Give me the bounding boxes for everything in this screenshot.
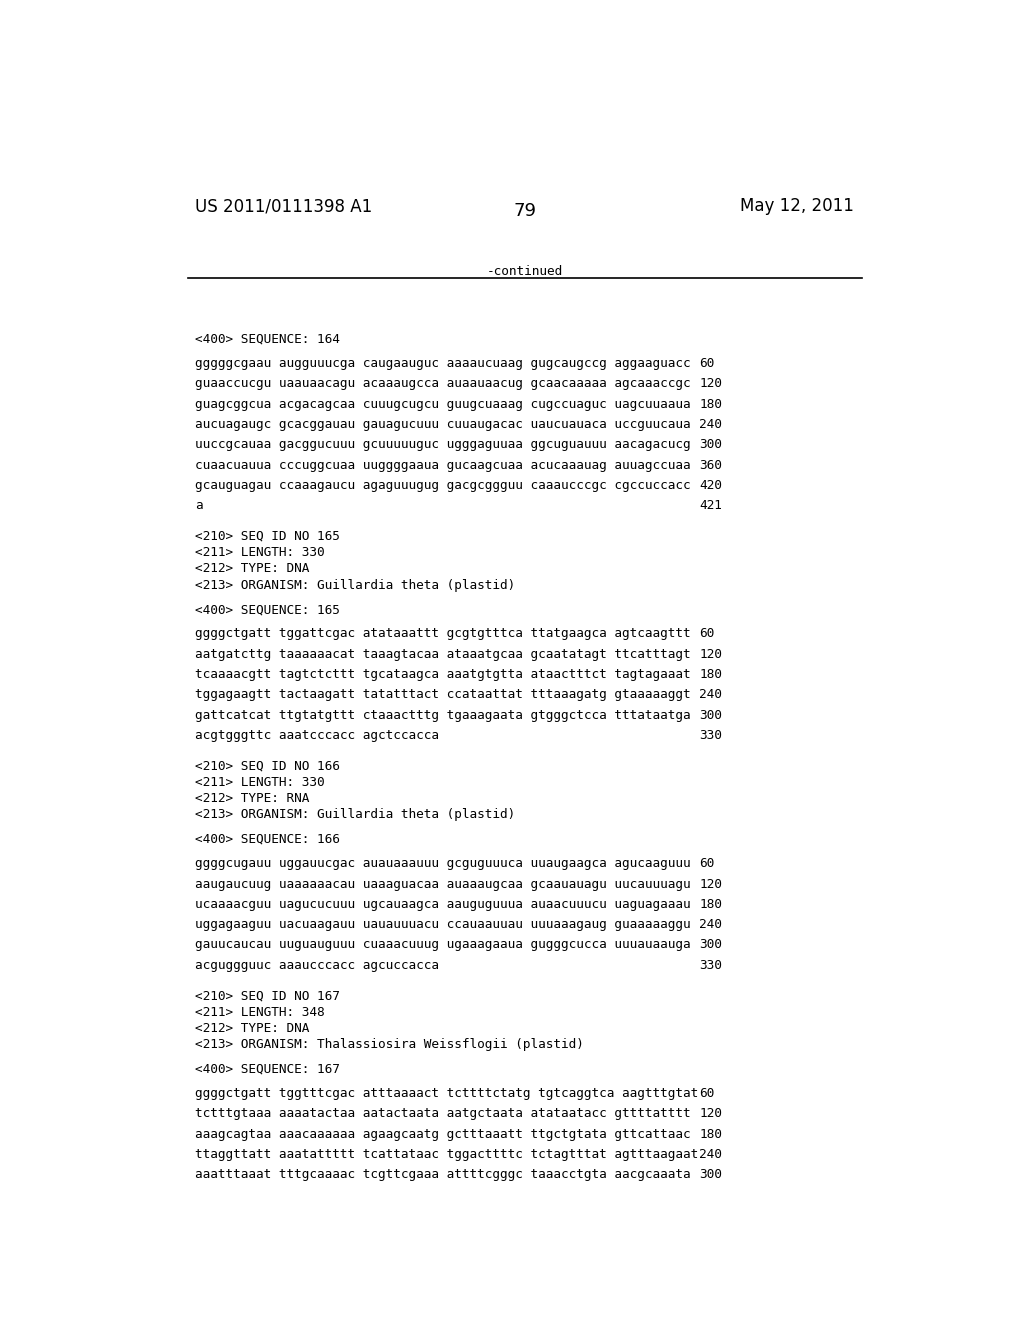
Text: 120: 120 [699, 1107, 722, 1121]
Text: 240: 240 [699, 689, 722, 701]
Text: May 12, 2011: May 12, 2011 [740, 197, 854, 215]
Text: -continued: -continued [486, 265, 563, 279]
Text: <213> ORGANISM: Guillardia theta (plastid): <213> ORGANISM: Guillardia theta (plasti… [196, 578, 516, 591]
Text: 79: 79 [513, 202, 537, 220]
Text: 120: 120 [699, 878, 722, 891]
Text: ucaaaacguu uagucucuuu ugcauaagca aauguguuua auaacuuucu uaguagaaau: ucaaaacguu uagucucuuu ugcauaagca aaugugu… [196, 898, 691, 911]
Text: 180: 180 [699, 898, 722, 911]
Text: <400> SEQUENCE: 164: <400> SEQUENCE: 164 [196, 333, 340, 346]
Text: guagcggcua acgacagcaa cuuugcugcu guugcuaaag cugccuaguc uagcuuaaua: guagcggcua acgacagcaa cuuugcugcu guugcua… [196, 397, 691, 411]
Text: <210> SEQ ID NO 166: <210> SEQ ID NO 166 [196, 759, 340, 772]
Text: ggggctgatt tggtttcgac atttaaaact tcttttctatg tgtcaggtca aagtttgtat: ggggctgatt tggtttcgac atttaaaact tcttttc… [196, 1086, 698, 1100]
Text: aucuagaugc gcacggauau gauagucuuu cuuaugacac uaucuauaca uccguucaua: aucuagaugc gcacggauau gauagucuuu cuuauga… [196, 418, 691, 432]
Text: 60: 60 [699, 627, 715, 640]
Text: 180: 180 [699, 1127, 722, 1140]
Text: <213> ORGANISM: Thalassiosira Weissflogii (plastid): <213> ORGANISM: Thalassiosira Weissflogi… [196, 1038, 585, 1051]
Text: 180: 180 [699, 397, 722, 411]
Text: 360: 360 [699, 459, 722, 471]
Text: 120: 120 [699, 378, 722, 391]
Text: <212> TYPE: RNA: <212> TYPE: RNA [196, 792, 310, 805]
Text: <400> SEQUENCE: 165: <400> SEQUENCE: 165 [196, 603, 340, 616]
Text: aaatttaaat tttgcaaaac tcgttcgaaa attttcgggc taaacctgta aacgcaaata: aaatttaaat tttgcaaaac tcgttcgaaa attttcg… [196, 1168, 691, 1181]
Text: gauucaucau uuguauguuu cuaaacuuug ugaaagaaua gugggcucca uuuauaauga: gauucaucau uuguauguuu cuaaacuuug ugaaaga… [196, 939, 691, 952]
Text: 420: 420 [699, 479, 722, 492]
Text: <212> TYPE: DNA: <212> TYPE: DNA [196, 562, 310, 576]
Text: ttaggttatt aaatattttt tcattataac tggacttttc tctagtttat agtttaagaat: ttaggttatt aaatattttt tcattataac tggactt… [196, 1148, 698, 1160]
Text: gattcatcat ttgtatgttt ctaaactttg tgaaagaata gtgggctcca tttataatga: gattcatcat ttgtatgttt ctaaactttg tgaaaga… [196, 709, 691, 722]
Text: 300: 300 [699, 438, 722, 451]
Text: <211> LENGTH: 330: <211> LENGTH: 330 [196, 776, 325, 789]
Text: 300: 300 [699, 1168, 722, 1181]
Text: 330: 330 [699, 958, 722, 972]
Text: 421: 421 [699, 499, 722, 512]
Text: ggggcugauu uggauucgac auauaaauuu gcguguuuca uuaugaagca agucaaguuu: ggggcugauu uggauucgac auauaaauuu gcguguu… [196, 857, 691, 870]
Text: ggggctgatt tggattcgac atataaattt gcgtgtttca ttatgaagca agtcaagttt: ggggctgatt tggattcgac atataaattt gcgtgtt… [196, 627, 691, 640]
Text: uuccgcauaa gacggucuuu gcuuuuuguc ugggaguuaa ggcuguauuu aacagacucg: uuccgcauaa gacggucuuu gcuuuuuguc ugggagu… [196, 438, 691, 451]
Text: 240: 240 [699, 1148, 722, 1160]
Text: uggagaaguu uacuaagauu uauauuuacu ccauaauuau uuuaaagaug guaaaaaggu: uggagaaguu uacuaagauu uauauuuacu ccauaau… [196, 919, 691, 931]
Text: <213> ORGANISM: Guillardia theta (plastid): <213> ORGANISM: Guillardia theta (plasti… [196, 808, 516, 821]
Text: 240: 240 [699, 919, 722, 931]
Text: aatgatcttg taaaaaacat taaagtacaa ataaatgcaa gcaatatagt ttcatttagt: aatgatcttg taaaaaacat taaagtacaa ataaatg… [196, 648, 691, 661]
Text: guaaccucgu uaauaacagu acaaaugcca auaauaacug gcaacaaaaa agcaaaccgc: guaaccucgu uaauaacagu acaaaugcca auaauaa… [196, 378, 691, 391]
Text: a: a [196, 499, 203, 512]
Text: 330: 330 [699, 729, 722, 742]
Text: <211> LENGTH: 348: <211> LENGTH: 348 [196, 1006, 325, 1019]
Text: acgtgggttc aaatcccacc agctccacca: acgtgggttc aaatcccacc agctccacca [196, 729, 439, 742]
Text: 60: 60 [699, 358, 715, 370]
Text: <210> SEQ ID NO 165: <210> SEQ ID NO 165 [196, 529, 340, 543]
Text: 120: 120 [699, 648, 722, 661]
Text: <400> SEQUENCE: 166: <400> SEQUENCE: 166 [196, 833, 340, 846]
Text: tcaaaacgtt tagtctcttt tgcataagca aaatgtgtta ataactttct tagtagaaat: tcaaaacgtt tagtctcttt tgcataagca aaatgtg… [196, 668, 691, 681]
Text: <212> TYPE: DNA: <212> TYPE: DNA [196, 1022, 310, 1035]
Text: acguggguuc aaaucccacc agcuccacca: acguggguuc aaaucccacc agcuccacca [196, 958, 439, 972]
Text: gcauguagau ccaaagaucu agaguuugug gacgcggguu caaaucccgc cgccuccacc: gcauguagau ccaaagaucu agaguuugug gacgcgg… [196, 479, 691, 492]
Text: tctttgtaaa aaaatactaa aatactaata aatgctaata atataatacc gttttatttt: tctttgtaaa aaaatactaa aatactaata aatgcta… [196, 1107, 691, 1121]
Text: aaugaucuug uaaaaaacau uaaaguacaa auaaaugcaa gcaauauagu uucauuuagu: aaugaucuug uaaaaaacau uaaaguacaa auaaaug… [196, 878, 691, 891]
Text: 60: 60 [699, 857, 715, 870]
Text: cuaacuauua cccuggcuaa uuggggaaua gucaagcuaa acucaaauag auuagccuaa: cuaacuauua cccuggcuaa uuggggaaua gucaagc… [196, 459, 691, 471]
Text: 300: 300 [699, 709, 722, 722]
Text: <400> SEQUENCE: 167: <400> SEQUENCE: 167 [196, 1063, 340, 1076]
Text: US 2011/0111398 A1: US 2011/0111398 A1 [196, 197, 373, 215]
Text: 240: 240 [699, 418, 722, 432]
Text: tggagaagtt tactaagatt tatatttact ccataattat tttaaagatg gtaaaaaggt: tggagaagtt tactaagatt tatatttact ccataat… [196, 689, 691, 701]
Text: <211> LENGTH: 330: <211> LENGTH: 330 [196, 546, 325, 560]
Text: gggggcgaau augguuucga caugaauguc aaaaucuaag gugcaugccg aggaaguacc: gggggcgaau augguuucga caugaauguc aaaaucu… [196, 358, 691, 370]
Text: aaagcagtaa aaacaaaaaa agaagcaatg gctttaaatt ttgctgtata gttcattaac: aaagcagtaa aaacaaaaaa agaagcaatg gctttaa… [196, 1127, 691, 1140]
Text: 300: 300 [699, 939, 722, 952]
Text: <210> SEQ ID NO 167: <210> SEQ ID NO 167 [196, 989, 340, 1002]
Text: 60: 60 [699, 1086, 715, 1100]
Text: 180: 180 [699, 668, 722, 681]
